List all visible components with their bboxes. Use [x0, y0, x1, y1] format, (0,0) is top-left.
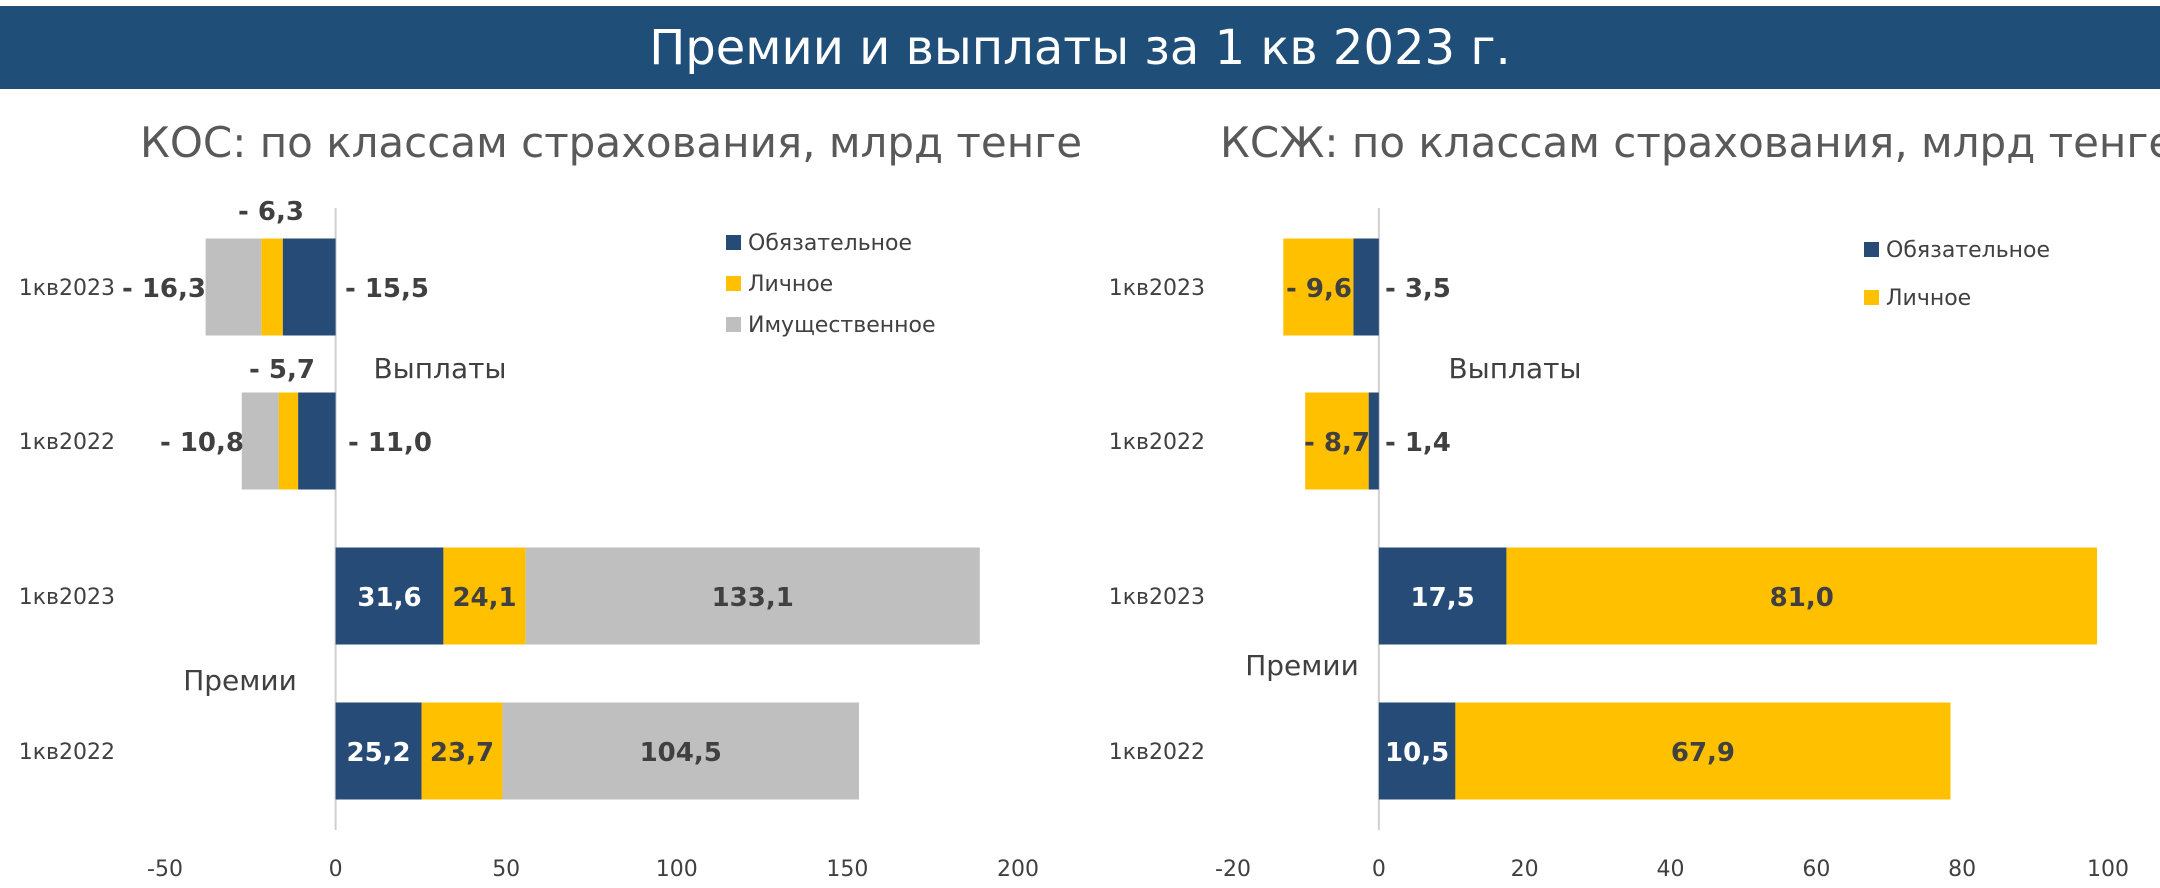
- kos-data-label-0-0: - 15,5: [345, 274, 429, 304]
- ksj-data-label-1-0: - 9,6: [1286, 274, 1352, 304]
- kos-legend-swatch-0: [726, 235, 741, 250]
- ksj-bar-0-0: [1353, 238, 1379, 336]
- ksj-category-2: 1кв2023: [1109, 585, 1205, 610]
- kos-x-tick-2: 50: [492, 857, 520, 882]
- kos-bar-1-3: [421, 702, 503, 800]
- kos-data-label-2-1: - 10,8: [160, 428, 244, 458]
- kos-bar-2-2: [525, 547, 980, 645]
- kos-chart-title: КОС: по классам страхования, млрд тенге: [140, 118, 1083, 167]
- ksj-legend-swatch-0: [1864, 242, 1879, 257]
- ksj-category-0: 1кв2023: [1109, 276, 1205, 301]
- ksj-bar-1-3: [1455, 702, 1951, 800]
- kos-data-label-0-1: - 11,0: [348, 428, 432, 458]
- kos-legend-swatch-1: [726, 276, 741, 291]
- ksj-bar-0-1: [1368, 392, 1379, 490]
- kos-bar-2-0: [205, 238, 262, 336]
- kos-category-3: 1кв2022: [19, 740, 115, 765]
- ksj-x-tick-6: 100: [2087, 857, 2129, 882]
- kos-bar-0-2: [335, 547, 444, 645]
- ksj-group-label-0: Выплаты: [1448, 352, 1581, 385]
- ksj-x-tick-5: 80: [1948, 857, 1976, 882]
- ksj-data-label-1-1: - 8,7: [1304, 428, 1370, 458]
- ksj-legend-label-0: Обязательное: [1886, 238, 2050, 263]
- ksj-x-tick-4: 60: [1802, 857, 1830, 882]
- ksj-bar-0-2: [1378, 547, 1507, 645]
- page-title: Премии и выплаты за 1 кв 2023 г.: [649, 19, 1511, 76]
- kos-bar-2-1: [241, 392, 279, 490]
- ksj-legend-swatch-1: [1864, 290, 1879, 305]
- ksj-chart-title: КСЖ: по классам страхования, млрд тенге: [1220, 118, 2160, 167]
- kos-bar-1-1: [278, 392, 299, 490]
- ksj-bar-0-3: [1378, 702, 1456, 800]
- kos-bar-0-3: [335, 702, 422, 800]
- ksj-data-label-1-3: 67,9: [1671, 738, 1735, 768]
- page-banner: Премии и выплаты за 1 кв 2023 г.: [0, 6, 2160, 89]
- ksj-data-label-0-2: 17,5: [1411, 583, 1475, 613]
- kos-data-label-2-0: - 16,3: [122, 274, 206, 304]
- ksj-bar-1-0: [1283, 238, 1354, 336]
- kos-bar-2-3: [502, 702, 860, 800]
- kos-x-tick-0: -50: [147, 857, 183, 882]
- kos-data-label-1-2: 24,1: [452, 583, 516, 613]
- ksj-x-tick-3: 40: [1657, 857, 1685, 882]
- kos-data-label-2-3: 104,5: [640, 738, 722, 768]
- kos-group-label-0: Выплаты: [373, 352, 506, 385]
- kos-data-label-0-3: 25,2: [347, 738, 411, 768]
- kos-data-label-1-0: - 6,3: [238, 197, 304, 227]
- kos-legend-label-2: Имущественное: [748, 313, 936, 338]
- kos-x-tick-4: 150: [826, 857, 868, 882]
- ksj-x-tick-1: 0: [1372, 857, 1386, 882]
- kos-bar-1-0: [261, 238, 283, 336]
- kos-legend-swatch-2: [726, 317, 741, 332]
- kos-data-label-1-3: 23,7: [430, 738, 494, 768]
- kos-data-label-2-2: 133,1: [712, 583, 794, 613]
- ksj-data-label-0-1: - 1,4: [1385, 428, 1451, 458]
- ksj-legend-label-1: Личное: [1886, 286, 1971, 311]
- kos-bar-1-2: [443, 547, 526, 645]
- kos-bar-0-0: [282, 238, 336, 336]
- kos-data-label-1-1: - 5,7: [249, 355, 315, 385]
- kos-group-label-1: Премии: [183, 664, 297, 697]
- ksj-x-tick-0: -20: [1215, 857, 1251, 882]
- ksj-category-1: 1кв2022: [1109, 430, 1205, 455]
- kos-legend-label-1: Личное: [748, 272, 833, 297]
- kos-category-1: 1кв2022: [19, 430, 115, 455]
- ksj-category-3: 1кв2022: [1109, 740, 1205, 765]
- ksj-data-label-0-0: - 3,5: [1385, 274, 1451, 304]
- ksj-bar-1-1: [1305, 392, 1369, 490]
- kos-x-tick-3: 100: [656, 857, 698, 882]
- ksj-x-tick-2: 20: [1511, 857, 1539, 882]
- kos-x-tick-5: 200: [997, 857, 1039, 882]
- kos-bar-0-1: [298, 392, 336, 490]
- kos-category-2: 1кв2023: [19, 585, 115, 610]
- ksj-bar-1-2: [1506, 547, 2098, 645]
- kos-x-tick-1: 0: [329, 857, 343, 882]
- kos-data-label-0-2: 31,6: [357, 583, 421, 613]
- ksj-data-label-0-3: 10,5: [1385, 738, 1449, 768]
- ksj-group-label-1: Премии: [1245, 649, 1359, 682]
- ksj-data-label-1-2: 81,0: [1770, 583, 1834, 613]
- kos-legend-label-0: Обязательное: [748, 231, 912, 256]
- kos-category-0: 1кв2023: [19, 276, 115, 301]
